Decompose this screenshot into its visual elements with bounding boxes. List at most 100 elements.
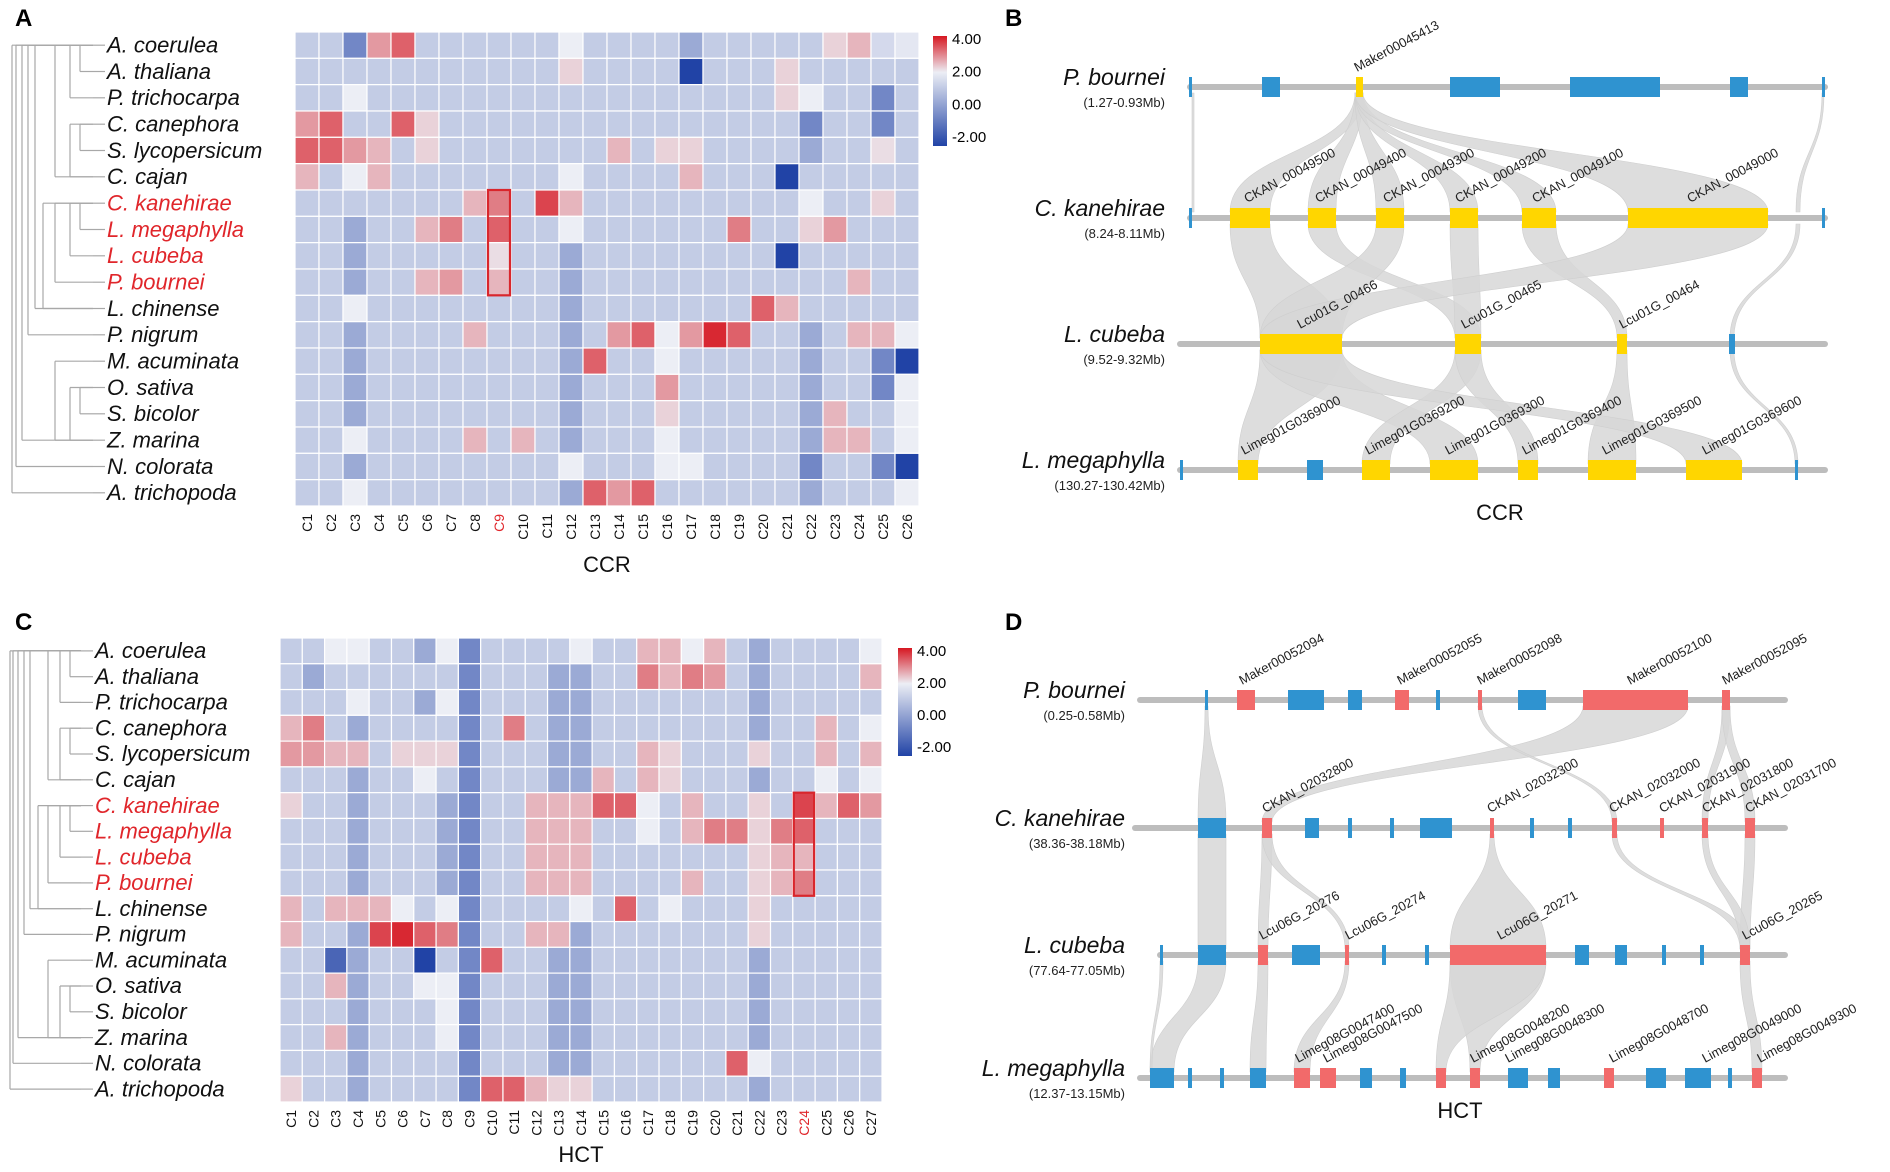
column-label: C6	[419, 514, 435, 532]
heatmap-cell	[413, 1075, 437, 1103]
column-label: C2	[323, 514, 339, 532]
gene-block	[1662, 945, 1666, 965]
gene-block	[1376, 208, 1404, 228]
heatmap-cell	[582, 400, 608, 428]
heatmap-cell	[792, 920, 816, 948]
heatmap-cell	[342, 294, 368, 323]
heatmap-cell	[680, 1049, 705, 1077]
heatmap-cell	[658, 663, 682, 691]
heatmap-cell	[703, 637, 727, 665]
heatmap-cell	[798, 400, 824, 428]
heatmap-cell	[636, 1024, 660, 1052]
heatmap-cell	[750, 215, 776, 244]
heatmap-cell	[636, 843, 660, 871]
heatmap-cell	[836, 895, 861, 923]
heatmap-cell	[680, 688, 705, 716]
heatmap-cell	[318, 321, 344, 349]
synteny-ribbons	[1149, 705, 1763, 1073]
heatmap-cell	[678, 163, 704, 191]
heatmap-cell	[658, 637, 682, 665]
heatmap-cell	[279, 663, 303, 691]
heatmap-cell	[318, 215, 344, 244]
heatmap-cell	[390, 972, 415, 1000]
heatmap-cell	[323, 946, 348, 974]
heatmap-cell	[486, 426, 512, 454]
heatmap-cell	[534, 452, 560, 481]
heatmap-cell	[822, 57, 848, 86]
heatmap-cell	[486, 321, 512, 349]
heatmap-cell	[654, 400, 680, 428]
heatmap-cell	[510, 84, 536, 112]
heatmap-cell	[480, 663, 504, 691]
heatmap-cell	[846, 31, 872, 59]
heatmap-cell	[630, 136, 656, 165]
gene-block	[1294, 1068, 1310, 1088]
heatmap-cell	[870, 31, 896, 59]
heatmap-cell	[462, 294, 488, 323]
heatmap-cell	[680, 972, 705, 1000]
heatmap-cell	[792, 637, 816, 665]
heatmap-cell	[658, 869, 682, 897]
column-label: C3	[347, 514, 363, 532]
heatmap-cell	[798, 268, 824, 296]
heatmap-cell	[366, 136, 392, 165]
colorbar-label: -2.00	[917, 739, 951, 756]
heatmap-cell	[301, 663, 326, 691]
column-label: C3	[328, 1110, 344, 1128]
heatmap-cell	[792, 714, 816, 742]
heatmap-cell	[366, 57, 392, 86]
heatmap-cell	[680, 663, 705, 691]
gene-block	[1728, 1068, 1732, 1088]
heatmap-cell	[546, 946, 571, 974]
heatmap-cell	[613, 1075, 638, 1103]
heatmap-cell	[323, 869, 348, 897]
heatmap-cell	[524, 714, 549, 742]
gene-block	[1436, 1068, 1446, 1088]
heatmap-cell	[582, 31, 608, 59]
heatmap-cell	[630, 84, 656, 112]
heatmap-cell	[870, 400, 896, 428]
heatmap-cell	[301, 869, 326, 897]
heatmap-cell	[294, 163, 320, 191]
heatmap-cell	[814, 1024, 839, 1052]
heatmap-cell	[323, 714, 348, 742]
species-label: A. coerulea	[105, 33, 218, 58]
heatmap-cell	[457, 1075, 482, 1103]
heatmap-cell	[435, 792, 459, 820]
heatmap-cell	[769, 920, 794, 948]
species-label: A. trichopoda	[105, 480, 237, 505]
column-label: C24	[851, 514, 867, 540]
heatmap-cell	[301, 895, 326, 923]
heatmap-cell	[769, 792, 794, 820]
heatmap-cell	[413, 714, 437, 742]
heatmap-cell	[680, 895, 705, 923]
heatmap-cell	[342, 57, 368, 86]
heatmap-cell	[894, 321, 920, 349]
heatmap-cell	[524, 972, 549, 1000]
heatmap-cell	[502, 998, 526, 1026]
heatmap-cell	[390, 479, 416, 507]
heatmap-cell	[368, 895, 393, 923]
heatmap-cell	[822, 84, 848, 112]
heatmap-cell	[725, 920, 749, 948]
heatmap-cell	[678, 400, 704, 428]
heatmap-cell	[702, 163, 728, 191]
heatmap-cell	[438, 242, 464, 270]
species-label: L. megaphylla	[95, 819, 232, 844]
heatmap-cell	[558, 373, 584, 402]
heatmap-cell	[390, 792, 415, 820]
heatmap-cell	[413, 869, 437, 897]
heatmap-cell	[750, 136, 776, 165]
heatmap-cell	[342, 400, 368, 428]
heatmap-cell	[301, 637, 326, 665]
heatmap-cell	[703, 946, 727, 974]
heatmap-cell	[279, 998, 303, 1026]
column-label: C19	[685, 1110, 701, 1136]
heatmap-cell	[894, 426, 920, 454]
heatmap-cell	[582, 452, 608, 481]
heatmap-cell	[774, 110, 800, 138]
heatmap-cell	[654, 321, 680, 349]
gene-block	[1686, 460, 1742, 480]
